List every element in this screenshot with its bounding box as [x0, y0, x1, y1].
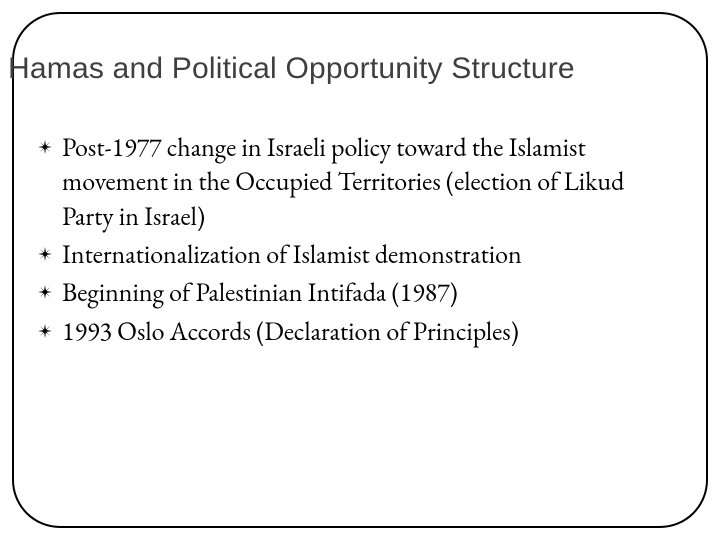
sunburst-icon: [38, 140, 52, 154]
list-item: 1993 Oslo Accords (Declaration of Princi…: [38, 314, 680, 348]
bullet-text: Beginning of Palestinian Intifada (1987): [62, 275, 458, 309]
list-item: Internationalization of Islamist demonst…: [38, 237, 680, 271]
slide-title: Hamas and Political Opportunity Structur…: [8, 52, 712, 86]
bullet-list: Post-1977 change in Israeli policy towar…: [38, 130, 680, 352]
bullet-text: Internationalization of Islamist demonst…: [62, 237, 522, 271]
sunburst-icon: [38, 324, 52, 338]
list-item: Post-1977 change in Israeli policy towar…: [38, 130, 680, 233]
bullet-text: 1993 Oslo Accords (Declaration of Princi…: [62, 314, 519, 348]
slide: Hamas and Political Opportunity Structur…: [0, 0, 720, 540]
sunburst-icon: [38, 247, 52, 261]
sunburst-icon: [38, 285, 52, 299]
bullet-text: Post-1977 change in Israeli policy towar…: [62, 130, 680, 233]
list-item: Beginning of Palestinian Intifada (1987): [38, 275, 680, 309]
